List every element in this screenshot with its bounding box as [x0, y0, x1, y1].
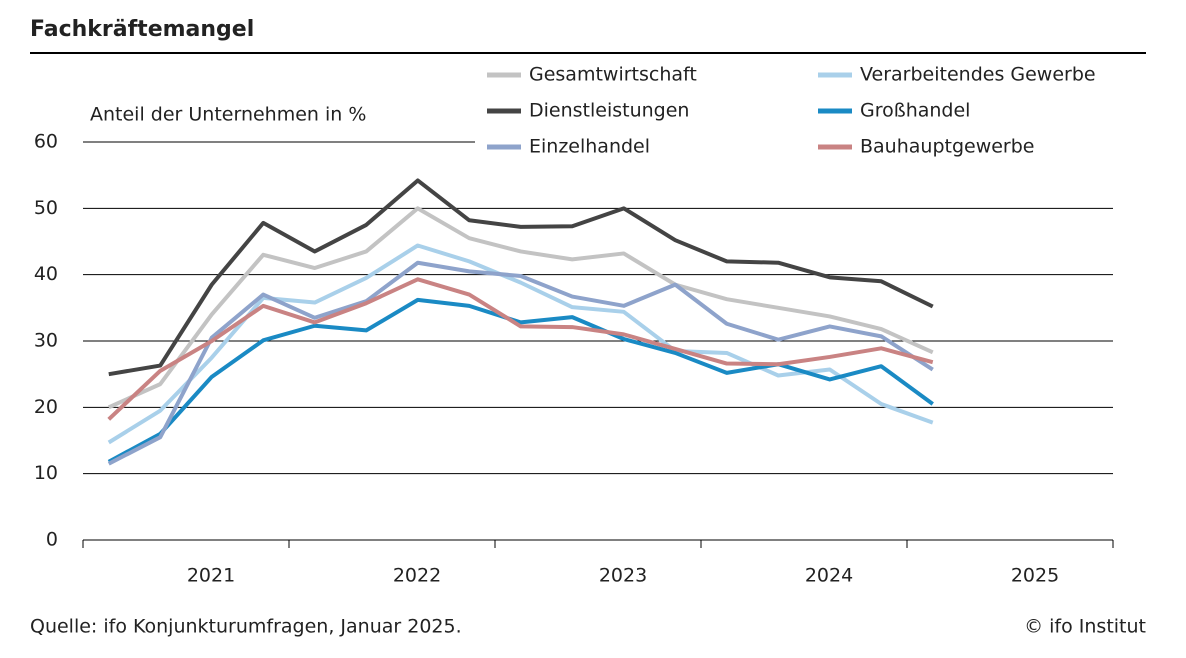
series-line	[107, 206, 934, 410]
y-tick-label: 60	[34, 131, 58, 153]
copyright: © ifo Institut	[1024, 616, 1146, 638]
y-tick-label: 30	[34, 330, 58, 352]
legend-label: Bauhauptgewerbe	[860, 136, 1035, 158]
series-line	[107, 277, 934, 421]
legend-label: Verarbeitendes Gewerbe	[860, 64, 1096, 86]
x-tick-label: 2024	[805, 565, 853, 587]
legend-label: Großhandel	[860, 100, 970, 122]
x-tick-label: 2023	[599, 565, 647, 587]
y-tick-label: 20	[34, 396, 58, 418]
legend-label: Einzelhandel	[529, 136, 650, 158]
legend-label: Dienstleistungen	[529, 100, 689, 122]
chart-title: Fachkräftemangel	[30, 17, 254, 42]
legend-label: Gesamtwirtschaft	[529, 64, 697, 86]
series-line	[108, 178, 934, 377]
x-tick-label: 2022	[393, 565, 441, 587]
y-tick-label: 50	[34, 197, 58, 219]
series-line	[107, 260, 934, 466]
x-tick-label: 2025	[1011, 565, 1059, 587]
y-tick-label: 10	[34, 462, 58, 484]
x-tick-label: 2021	[187, 565, 235, 587]
series-line	[107, 297, 934, 464]
source: Quelle: ifo Konjunkturumfragen, Januar 2…	[30, 616, 462, 638]
y-axis-label: Anteil der Unternehmen in %	[90, 104, 366, 126]
y-tick-label: 40	[34, 263, 58, 285]
y-tick-label: 0	[46, 529, 58, 551]
